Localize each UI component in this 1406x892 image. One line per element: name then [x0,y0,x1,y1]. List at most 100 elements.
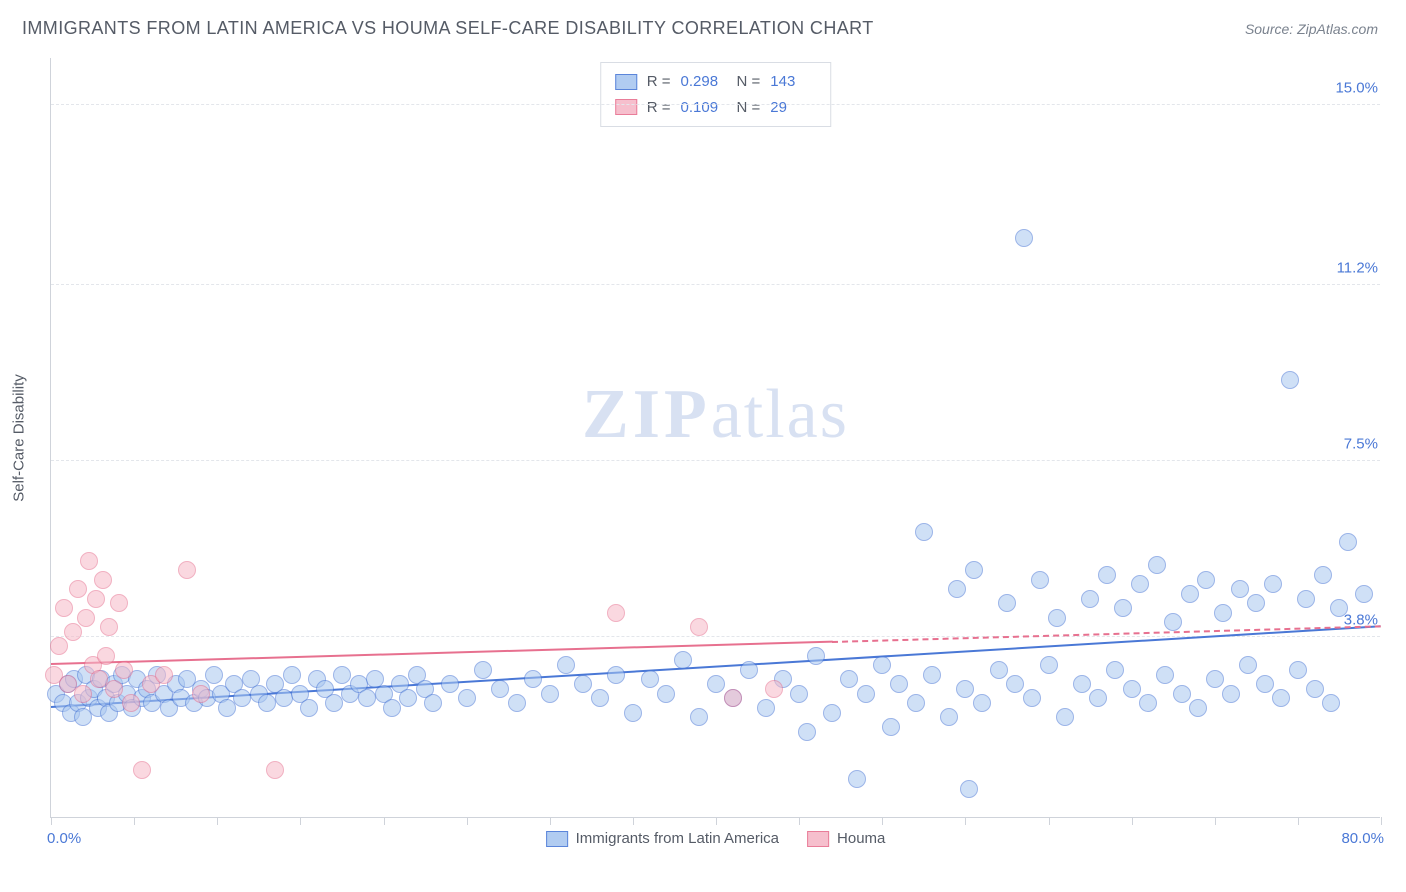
trend-line [51,641,832,665]
r-value-0: 0.298 [681,69,727,95]
x-tick [134,817,135,825]
data-point [77,609,95,627]
series-legend: Immigrants from Latin America Houma [546,830,886,847]
data-point [1355,585,1373,603]
data-point [300,699,318,717]
data-point [707,675,725,693]
x-axis-max-label: 80.0% [1341,830,1384,847]
data-point [1281,371,1299,389]
data-point [1148,556,1166,574]
data-point [100,618,118,636]
n-label-1: N = [737,95,761,121]
source-name: ZipAtlas.com [1297,21,1378,37]
x-tick [51,817,52,825]
data-point [907,694,925,712]
plot-area: ZIPatlas Self-Care Disability R = 0.298 … [50,58,1380,818]
x-tick [300,817,301,825]
data-point [965,561,983,579]
gridline [51,284,1380,285]
legend-item-1: Houma [807,830,885,847]
data-point [607,666,625,684]
data-point [790,685,808,703]
data-point [1322,694,1340,712]
data-point [1306,680,1324,698]
x-tick [633,817,634,825]
data-point [960,780,978,798]
data-point [1164,613,1182,631]
data-point [115,661,133,679]
n-value-1: 29 [770,95,816,121]
x-tick [467,817,468,825]
data-point [1173,685,1191,703]
source-label: Source: [1245,21,1297,37]
data-point [1106,661,1124,679]
legend-swatch-1 [807,831,829,847]
legend-label-1: Houma [837,830,885,847]
data-point [940,708,958,726]
data-point [1314,566,1332,584]
x-tick [550,817,551,825]
data-point [857,685,875,703]
x-tick [799,817,800,825]
x-tick [1132,817,1133,825]
data-point [1339,533,1357,551]
gridline [51,460,1380,461]
data-point [383,699,401,717]
x-tick [965,817,966,825]
data-point [424,694,442,712]
y-axis-label: Self-Care Disability [11,374,28,502]
data-point [333,666,351,684]
scatter-chart: ZIPatlas Self-Care Disability R = 0.298 … [50,58,1380,818]
data-point [765,680,783,698]
data-point [458,689,476,707]
x-axis-min-label: 0.0% [47,830,81,847]
data-point [873,656,891,674]
data-point [50,637,68,655]
data-point [607,604,625,622]
data-point [1156,666,1174,684]
data-point [441,675,459,693]
data-point [757,699,775,717]
data-point [923,666,941,684]
data-point [1114,599,1132,617]
watermark: ZIPatlas [582,375,849,455]
data-point [690,618,708,636]
data-point [624,704,642,722]
data-point [641,670,659,688]
legend-swatch-0 [546,831,568,847]
data-point [740,661,758,679]
data-point [1214,604,1232,622]
data-point [1189,699,1207,717]
data-point [690,708,708,726]
stats-row-series-1: R = 0.109 N = 29 [615,95,817,121]
data-point [1081,590,1099,608]
data-point [848,770,866,788]
data-point [97,647,115,665]
data-point [1289,661,1307,679]
data-point [358,689,376,707]
data-point [657,685,675,703]
data-point [1181,585,1199,603]
data-point [915,523,933,541]
header-row: IMMIGRANTS FROM LATIN AMERICA VS HOUMA S… [0,0,1406,47]
data-point [882,718,900,736]
x-tick [1381,817,1382,825]
data-point [80,552,98,570]
data-point [110,594,128,612]
y-tick-label: 7.5% [1344,435,1382,452]
data-point [474,661,492,679]
data-point [557,656,575,674]
data-point [258,694,276,712]
stats-row-series-0: R = 0.298 N = 143 [615,69,817,95]
data-point [205,666,223,684]
n-label-0: N = [737,69,761,95]
data-point [105,680,123,698]
data-point [283,666,301,684]
x-tick [882,817,883,825]
data-point [1247,594,1265,612]
swatch-series-0 [615,74,637,90]
gridline [51,636,1380,637]
x-tick [716,817,717,825]
data-point [823,704,841,722]
watermark-atlas: atlas [711,376,849,453]
